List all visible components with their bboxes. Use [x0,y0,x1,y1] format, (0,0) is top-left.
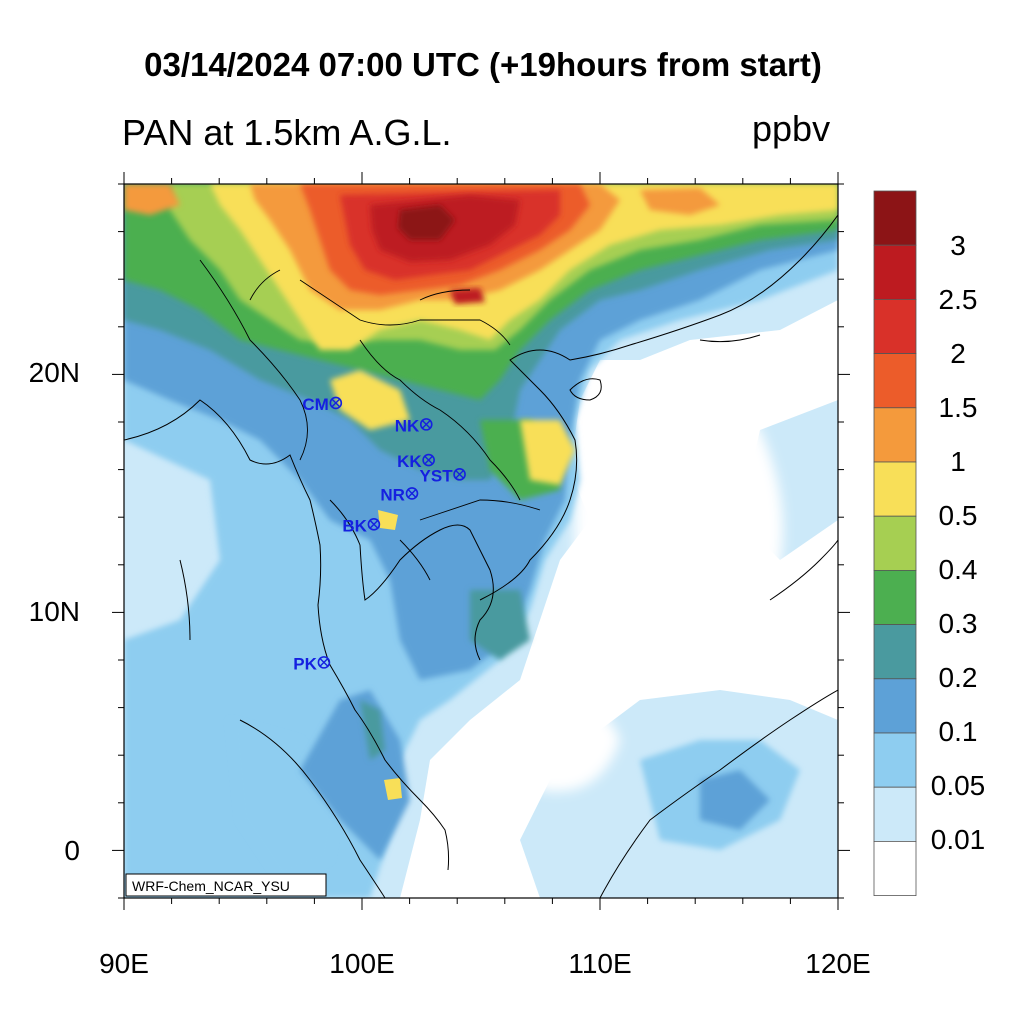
country-borders [199,259,541,581]
colorbar-swatch [873,841,917,897]
station-nr: NR [380,485,419,504]
colorbar-swatch [873,407,917,463]
x-tick-label-90e: 90E [99,948,149,979]
colorbar-swatch [873,515,917,571]
station-marker-icon [422,453,435,467]
map-frame [123,183,839,899]
station-kk: KK [397,452,435,471]
colorbar-swatch [873,678,917,734]
colorbar-label-3: 3 [950,230,966,261]
concentration-field [124,184,838,898]
station-nk: NK [395,416,433,435]
station-label: CM [302,395,328,414]
colorbar-label-0-5: 0.5 [938,500,978,531]
station-marker-icon [453,468,466,481]
colorbar-label-2-5: 2.5 [938,284,978,315]
x-tick-label-110e: 110E [568,948,632,979]
axis-ticks [112,172,850,910]
credit-text: WRF-Chem_NCAR_YSU [132,878,290,894]
y-tick-label-10n: 10N [28,596,80,627]
colorbar-label-0-3: 0.3 [938,608,978,639]
colorbar-label-0-05: 0.05 [930,770,986,801]
variable-title: PAN at 1.5km A.G.L. [122,112,452,153]
colorbar-swatch [873,461,917,517]
station-bk: BK [342,516,381,535]
station-label: NR [380,485,405,504]
coastlines [124,214,838,898]
colorbar-swatch [873,786,917,842]
station-label: YST [420,466,454,485]
station-marker-icon [317,656,331,669]
colorbar-swatch [873,624,917,680]
colorbar-label-0-4: 0.4 [938,554,978,585]
map-title: 03/14/2024 07:00 UTC (+19hours from star… [144,46,822,83]
colorbar-swatch [873,190,917,246]
station-marker-icon [405,487,419,500]
station-yst: YST [420,466,466,485]
station-marker-icon [367,518,381,531]
station-cm: CM [302,395,343,414]
x-tick-label-100e: 100E [329,948,395,979]
colorbar-swatch [873,298,917,354]
station-label: NK [395,416,420,435]
colorbar-label-0-1: 0.1 [938,716,978,747]
colorbar-label-0-2: 0.2 [938,662,978,693]
y-tick-label-0: 0 [64,835,80,866]
station-marker-icon [329,396,343,410]
colorbar-label-2: 2 [950,338,966,369]
units-label: ppbv [752,108,831,149]
colorbar-label-1: 1 [950,446,966,477]
credit-box [125,873,327,897]
colorbar-swatch [873,570,917,626]
x-tick-label-120e: 120E [805,948,871,979]
colorbar-swatch [873,353,917,409]
colorbar-swatch [873,244,917,300]
station-label: KK [397,452,422,471]
colorbar-label-1-5: 1.5 [938,392,978,423]
colorbar-label-0-01: 0.01 [930,824,986,855]
station-pk: PK [293,654,331,673]
colorbar-swatch [873,732,917,788]
y-tick-label-20n: 20N [28,357,80,388]
station-label: PK [293,654,317,673]
station-marker-icon [419,418,433,431]
colorbar [873,190,917,897]
station-label: BK [342,516,367,535]
